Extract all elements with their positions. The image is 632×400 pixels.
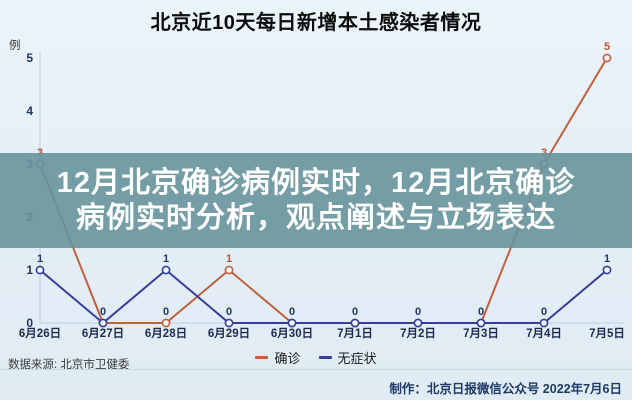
data-label: 0 bbox=[415, 306, 421, 318]
data-point bbox=[413, 318, 423, 328]
data-point bbox=[602, 265, 612, 275]
data-label: 1 bbox=[163, 253, 169, 265]
data-label: 0 bbox=[352, 306, 358, 318]
data-point bbox=[539, 318, 549, 328]
data-point bbox=[224, 265, 234, 275]
data-label: 1 bbox=[37, 253, 43, 265]
data-label: 0 bbox=[163, 306, 169, 318]
x-tick-label: 6月26日 bbox=[19, 327, 61, 340]
data-label: 5 bbox=[604, 41, 610, 53]
data-point bbox=[224, 318, 234, 328]
headline-line-2: 病例实时分析，观点阐述与立场表达 bbox=[75, 201, 556, 234]
x-tick-label: 6月29日 bbox=[208, 327, 250, 340]
y-tick-label: 4 bbox=[26, 104, 33, 118]
series-line bbox=[39, 269, 608, 324]
chart-title: 北京近10天每日新增本土感染者情况 bbox=[150, 12, 482, 34]
legend-item: 无症状 bbox=[318, 348, 377, 367]
chart-legend: 确诊 无症状 bbox=[0, 348, 632, 367]
y-tick-label: 0 bbox=[26, 316, 33, 330]
x-tick-label: 7月3日 bbox=[463, 327, 499, 340]
y-axis-unit: 例 bbox=[9, 38, 21, 52]
data-label: 0 bbox=[541, 306, 547, 318]
legend-dash-icon bbox=[255, 356, 269, 359]
data-source-note: 数据来源: 北京市卫健委 bbox=[8, 359, 130, 371]
y-tick-label: 5 bbox=[26, 51, 33, 65]
data-point bbox=[98, 318, 108, 328]
data-point bbox=[161, 265, 171, 275]
data-point bbox=[350, 318, 360, 328]
data-point bbox=[287, 318, 297, 328]
data-label: 0 bbox=[226, 306, 232, 318]
data-point bbox=[161, 318, 171, 328]
y-tick-label: 1 bbox=[26, 263, 33, 277]
x-tick-label: 6月28日 bbox=[145, 327, 187, 340]
legend-item: 确诊 bbox=[255, 348, 301, 367]
data-label: 1 bbox=[226, 253, 232, 265]
x-tick-label: 7月1日 bbox=[337, 327, 373, 340]
x-tick-label: 7月2日 bbox=[400, 327, 436, 340]
credit-line: 制作：北京日报微信公众号 2022年7月6日 bbox=[389, 382, 622, 396]
x-tick-label: 7月4日 bbox=[526, 327, 562, 340]
data-point bbox=[602, 53, 612, 63]
legend-dash-icon bbox=[318, 356, 332, 359]
x-tick-label: 7月5日 bbox=[589, 327, 625, 340]
legend-label: 无症状 bbox=[337, 351, 377, 366]
data-point bbox=[476, 318, 486, 328]
footer-divider bbox=[0, 369, 632, 370]
data-point bbox=[35, 265, 45, 275]
data-label: 0 bbox=[289, 306, 295, 318]
data-label: 0 bbox=[100, 306, 106, 318]
data-label: 0 bbox=[478, 306, 484, 318]
x-tick-label: 6月30日 bbox=[271, 327, 313, 340]
headline-overlay: 12月北京确诊病例实时，12月北京确诊 病例实时分析，观点阐述与立场表达 bbox=[0, 153, 632, 248]
x-tick-label: 6月27日 bbox=[82, 327, 124, 340]
legend-label: 确诊 bbox=[274, 351, 301, 366]
data-label: 1 bbox=[604, 253, 610, 265]
headline-line-1: 12月北京确诊病例实时，12月北京确诊 bbox=[56, 166, 576, 199]
